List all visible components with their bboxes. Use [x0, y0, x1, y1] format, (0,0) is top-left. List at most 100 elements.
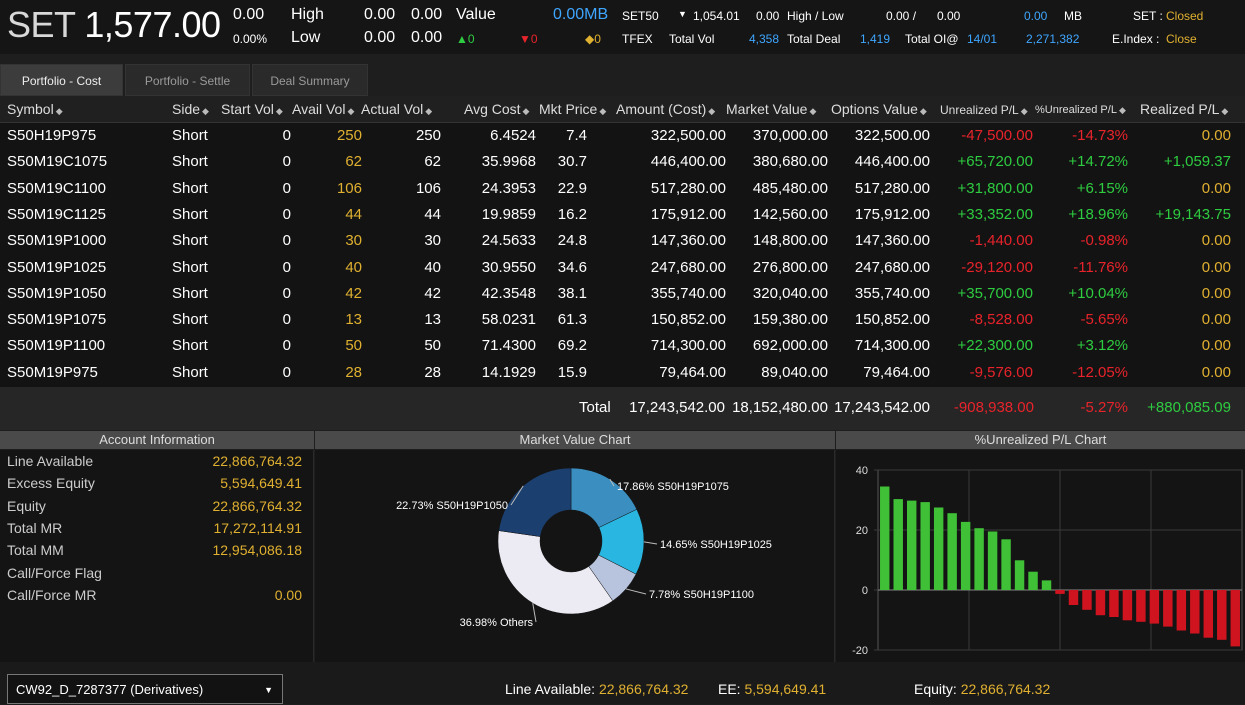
cell-mkt-price: 16.2 [557, 205, 587, 223]
cell-amount-cost: 714,300.00 [650, 337, 726, 355]
col-amount-cost[interactable]: Amount (Cost) ◆ [616, 101, 716, 117]
col-avg-cost[interactable]: Avg Cost ◆ [464, 101, 530, 117]
cell-symbol: S50M19P1100 [7, 337, 106, 355]
bar[interactable] [1190, 590, 1200, 634]
bar[interactable] [1230, 590, 1240, 647]
cell-start-vol: 0 [282, 205, 291, 223]
cell-avail-vol: 13 [345, 311, 362, 329]
cell-start-vol: 0 [282, 232, 291, 250]
cell-avg-cost: 14.1929 [481, 363, 536, 381]
table-row[interactable]: S50M19P1100 Short 0 50 50 71.4300 69.2 714,300.… [0, 333, 1245, 359]
bar[interactable] [1082, 590, 1092, 610]
sort-icon: ◆ [522, 106, 530, 116]
col-side[interactable]: Side ◆ [172, 101, 209, 117]
unchanged-count: ◆0 [585, 32, 601, 46]
high-value-1: 0.00 [364, 6, 396, 23]
total-pct-unrealized-pl: -5.27% [1080, 399, 1128, 416]
bar[interactable] [974, 528, 984, 590]
sort-icon: ◆ [55, 106, 63, 116]
cell-avg-cost: 24.5633 [481, 232, 536, 250]
cell-avg-cost: 19.9859 [481, 205, 536, 223]
bar[interactable] [1122, 590, 1133, 621]
cell-pct-unrealized-pl: +3.12% [1076, 337, 1128, 355]
account-value: 12,954,086.18 [212, 542, 302, 559]
account-value: 17,272,114.91 [213, 519, 303, 536]
bar[interactable] [1014, 560, 1025, 590]
cell-market-value: 142,560.00 [752, 205, 828, 223]
tab-deal-summary[interactable]: Deal Summary [252, 64, 368, 96]
col-options-value[interactable]: Options Value ◆ [831, 101, 927, 117]
bar[interactable] [1149, 590, 1160, 624]
bar[interactable] [1068, 590, 1079, 605]
col-mkt-price[interactable]: Mkt Price ◆ [539, 101, 607, 117]
bar[interactable] [1136, 590, 1146, 622]
line-available-status: Line Available: 22,866,764.32 [505, 681, 689, 697]
decline-count: ▼0 [519, 32, 538, 46]
bar[interactable] [1095, 590, 1106, 616]
totals-label: Total [579, 399, 611, 416]
cell-actual-vol: 250 [415, 127, 441, 144]
table-row[interactable]: S50M19P975 Short 0 28 28 14.1929 15.9 79,464.00… [0, 360, 1245, 386]
bar[interactable] [1109, 590, 1119, 617]
account-label: Excess Equity [7, 475, 95, 492]
table-row[interactable]: S50M19P1000 Short 0 30 30 24.5633 24.8 147,360.… [0, 228, 1245, 254]
account-select[interactable]: CW92_D_7287377 (Derivatives) ▼ [7, 674, 283, 704]
bar[interactable] [1028, 571, 1038, 590]
col-unrealized-pl[interactable]: Unrealized P/L ◆ [940, 103, 1028, 117]
cell-symbol: S50M19P1075 [7, 311, 107, 329]
bar[interactable] [1055, 590, 1065, 594]
tab-portfolio-cost[interactable]: Portfolio - Cost [0, 64, 123, 96]
table-row[interactable]: S50M19C1100 Short 0 106 106 24.3953 22.9 517,28… [0, 176, 1245, 202]
bar[interactable] [1203, 590, 1214, 638]
table-row[interactable]: S50M19P1075 Short 0 13 13 58.0231 61.3 150,852.… [0, 307, 1245, 333]
cell-realized-pl: 0.00 [1201, 284, 1231, 302]
bar[interactable] [1163, 590, 1173, 627]
bar[interactable] [1001, 539, 1011, 590]
totals-row: Total 17,243,542.00 18,152,480.00 17,243… [0, 387, 1245, 430]
bar[interactable] [880, 486, 890, 591]
y-tick-label: 40 [856, 465, 868, 477]
cell-side: Short [172, 153, 208, 171]
cell-amount-cost: 247,680.00 [650, 258, 726, 276]
col-actual-vol[interactable]: Actual Vol ◆ [361, 101, 433, 117]
bar[interactable] [906, 500, 917, 590]
bar[interactable] [987, 531, 998, 591]
bar[interactable] [1176, 590, 1187, 631]
tab-portfolio-settle[interactable]: Portfolio - Settle [125, 64, 250, 96]
cell-mkt-price: 15.9 [557, 363, 587, 381]
bar[interactable] [920, 502, 930, 590]
bar[interactable] [1041, 580, 1052, 590]
cell-symbol: S50M19P1025 [7, 258, 107, 276]
col-symbol[interactable]: Symbol ◆ [7, 101, 63, 117]
table-row[interactable]: S50H19P975 Short 0 250 250 6.4524 7.4 322,500.0… [0, 123, 1245, 149]
col-realized-pl[interactable]: Realized P/L ◆ [1140, 101, 1229, 117]
pie-slice[interactable] [498, 467, 572, 537]
col-start-vol[interactable]: Start Vol ◆ [221, 101, 283, 117]
col-avail-vol[interactable]: Avail Vol ◆ [292, 101, 355, 117]
cell-realized-pl: +19,143.75 [1155, 205, 1232, 223]
high-label: High [291, 6, 324, 23]
cell-symbol: S50M19P975 [7, 363, 98, 381]
bar[interactable] [893, 499, 903, 590]
cell-avail-vol: 250 [336, 127, 362, 144]
total-realized-pl: +880,085.09 [1147, 399, 1231, 416]
account-label: Total MM [7, 542, 64, 559]
table-row[interactable]: S50M19C1125 Short 0 44 44 19.9859 16.2 175,912.… [0, 202, 1245, 228]
cell-unrealized-pl: -8,528.00 [969, 311, 1033, 329]
cell-symbol: S50M19C1125 [7, 205, 106, 223]
col-market-value[interactable]: Market Value ◆ [726, 101, 817, 117]
cell-market-value: 692,000.00 [752, 337, 828, 355]
sort-icon: ◆ [708, 106, 716, 116]
bar[interactable] [1217, 590, 1227, 640]
bar[interactable] [933, 507, 944, 591]
table-row[interactable]: S50M19P1025 Short 0 40 40 30.9550 34.6 247,680.… [0, 255, 1245, 281]
status-bar: CW92_D_7287377 (Derivatives) ▼ Line Avail… [0, 662, 1245, 704]
cell-amount-cost: 322,500.00 [650, 127, 726, 144]
col-pct-unrealized-pl[interactable]: %Unrealized P/L ◆ [1035, 104, 1126, 116]
table-row[interactable]: S50M19C1075 Short 0 62 62 35.9968 30.7 446,400.… [0, 149, 1245, 175]
bar[interactable] [947, 513, 957, 590]
pie-slice[interactable] [497, 530, 614, 615]
total-amount: 17,243,542.00 [629, 399, 725, 416]
table-row[interactable]: S50M19P1050 Short 0 42 42 42.3548 38.1 355,740.… [0, 281, 1245, 307]
bar[interactable] [960, 521, 971, 590]
